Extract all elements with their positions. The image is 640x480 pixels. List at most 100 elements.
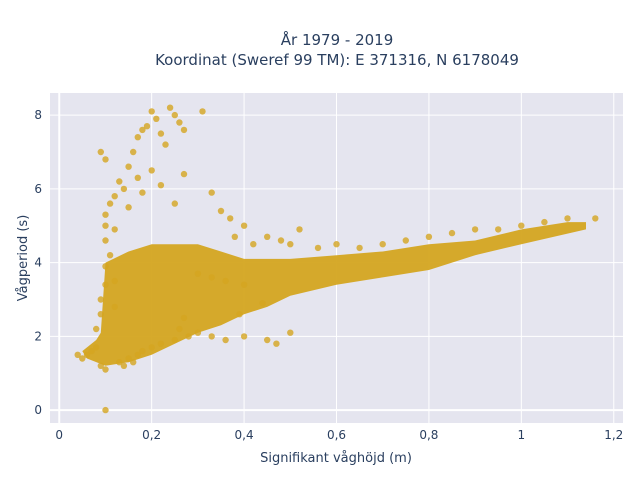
data-point [287, 241, 294, 248]
data-point [314, 244, 322, 252]
data-point [171, 200, 178, 207]
data-point [250, 241, 257, 248]
data-point [227, 215, 234, 222]
data-point [176, 119, 183, 126]
data-point [518, 222, 525, 229]
data-point [231, 233, 238, 240]
data-point [116, 359, 123, 366]
data-point [120, 185, 128, 193]
chart-title-line1: År 1979 - 2019 [281, 30, 394, 49]
data-point [541, 218, 548, 226]
gridlines [50, 93, 623, 423]
data-point [134, 351, 141, 358]
data-point [102, 263, 109, 270]
data-point [222, 277, 229, 285]
data-point [79, 355, 86, 362]
data-point [240, 333, 248, 340]
data-point [166, 104, 174, 111]
data-point [296, 226, 303, 233]
data-point [106, 200, 114, 207]
data-point [97, 296, 105, 303]
data-point [102, 406, 109, 414]
data-point [425, 233, 433, 240]
data-point [148, 108, 155, 115]
x-axis-title: Signifikant våghöjd (m) [260, 451, 412, 466]
data-point [102, 156, 109, 163]
data-point [148, 344, 155, 351]
data-point [143, 123, 151, 130]
data-point [162, 141, 169, 148]
data-point [199, 108, 206, 115]
data-point [88, 347, 95, 355]
data-point [208, 189, 215, 196]
data-point [287, 329, 294, 336]
data-point [134, 174, 141, 181]
data-point [277, 237, 285, 244]
data-point [176, 325, 183, 333]
data-point [194, 270, 202, 277]
data-point [171, 111, 178, 119]
data-point [240, 222, 248, 229]
data-point [125, 355, 132, 362]
y-tick-label: 8 [34, 108, 42, 122]
point-cloud [82, 222, 587, 366]
data-point [111, 226, 118, 233]
x-tick-label: 0 [55, 428, 63, 442]
data-point [379, 241, 386, 248]
data-point [93, 344, 100, 351]
data-point [102, 211, 109, 218]
data-point [157, 130, 165, 137]
data-point [264, 336, 271, 344]
data-point [74, 351, 81, 358]
data-point [180, 170, 188, 178]
data-point [116, 178, 123, 185]
y-axis-title: Vågperiod (s) [16, 215, 31, 302]
data-point [120, 362, 128, 369]
x-tick-label: 0,6 [327, 428, 346, 442]
chart-title-line2: Koordinat (Sweref 99 TM): E 371316, N 61… [155, 51, 519, 69]
x-axis-ticks: 0 0,2 0,4 0,6 0,8 1 1,2 [55, 428, 623, 442]
data-point [125, 163, 132, 170]
data-point [471, 226, 479, 233]
scatter-points [74, 104, 599, 414]
data-point [139, 126, 146, 134]
y-tick-label: 6 [34, 182, 42, 196]
data-point [139, 347, 146, 355]
data-point [402, 237, 409, 244]
y-tick-label: 2 [34, 329, 42, 343]
data-point [102, 366, 109, 373]
data-point [592, 215, 599, 222]
x-tick-label: 0,8 [419, 428, 438, 442]
data-point [102, 237, 109, 244]
data-point [93, 325, 100, 333]
data-point [236, 311, 243, 318]
data-point [495, 226, 502, 233]
data-point [208, 333, 215, 340]
data-point [102, 222, 109, 229]
data-point [208, 274, 215, 281]
data-point [130, 359, 137, 366]
data-point [222, 336, 229, 344]
data-point [564, 215, 571, 222]
data-point [333, 241, 340, 248]
data-point [102, 281, 109, 288]
y-tick-label: 4 [34, 256, 42, 270]
data-point [259, 300, 266, 307]
data-point [134, 134, 141, 141]
data-point [153, 115, 160, 123]
data-point [264, 233, 271, 240]
data-point [111, 193, 118, 200]
data-point [148, 167, 155, 174]
x-tick-label: 1 [518, 428, 526, 442]
data-point [139, 189, 146, 196]
data-point [273, 340, 280, 347]
data-point [97, 362, 105, 369]
data-point [83, 351, 91, 358]
data-point [111, 277, 118, 285]
data-point [217, 207, 225, 215]
data-point [185, 333, 192, 340]
data-point [180, 126, 188, 134]
data-point [97, 148, 105, 156]
data-point [194, 329, 202, 336]
